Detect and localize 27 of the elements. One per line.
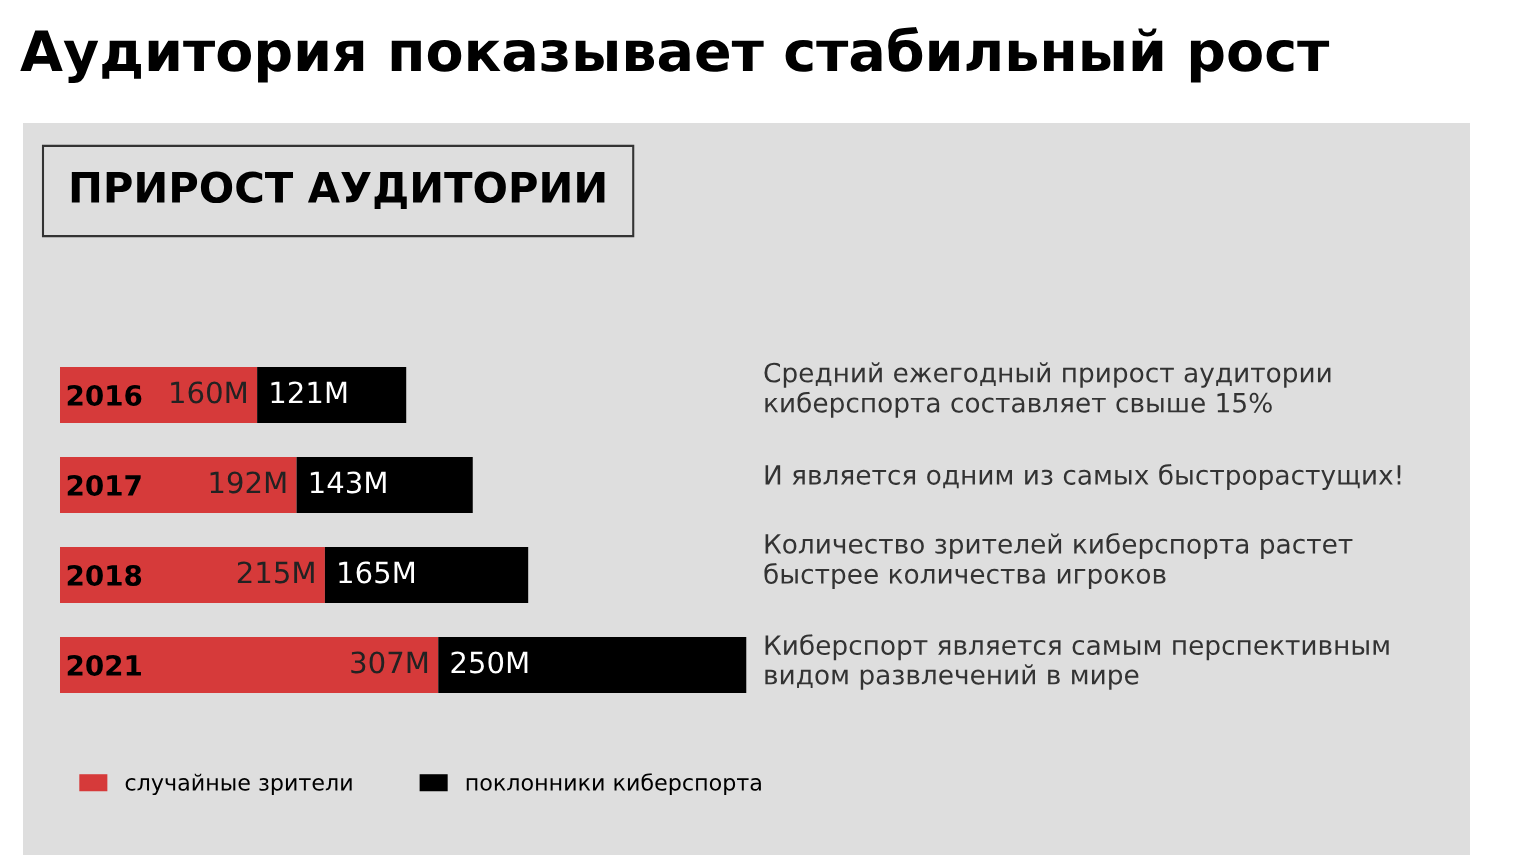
bar [324, 547, 529, 603]
chart-subtitle: ПРИРОСТ АУДИТОРИИ [71, 171, 605, 210]
bar [60, 457, 297, 513]
data-label: 160M [171, 381, 246, 404]
y-tick-label: 2021 [67, 654, 141, 676]
legend-label: случайные зрители [125, 773, 352, 796]
text: И является одним из самых быстрорастущих! [765, 464, 1401, 490]
y-tick-label: 2018 [67, 564, 142, 586]
text: Количество зрителей киберспорта растет быстрее количества игроков [764, 532, 1353, 590]
bar [296, 457, 473, 513]
text: Киберспорт является самым перспективным видом развлечений в мире [765, 634, 1389, 690]
legend-label: поклонники киберспорта [466, 773, 761, 796]
data-label: 192M [210, 471, 286, 494]
bar [438, 637, 747, 693]
data-label: 215M [237, 561, 314, 584]
chart-title: Аудитория показывает стабильный рост [20, 26, 1330, 84]
bar [60, 547, 325, 603]
bar [60, 637, 439, 693]
data-label: 165M [339, 561, 414, 584]
text: Средний ежегодный прирост аудитории киберспорта составляет свыше 15% [764, 362, 1331, 418]
data-label: 143M [310, 471, 386, 494]
data-label: 250M [451, 651, 528, 674]
y-tick-label: 2016 [67, 384, 142, 406]
y-tick-label: 2017 [67, 474, 141, 496]
data-label: 307M [351, 651, 428, 674]
bar [257, 367, 407, 423]
data-label: 121M [271, 381, 347, 404]
